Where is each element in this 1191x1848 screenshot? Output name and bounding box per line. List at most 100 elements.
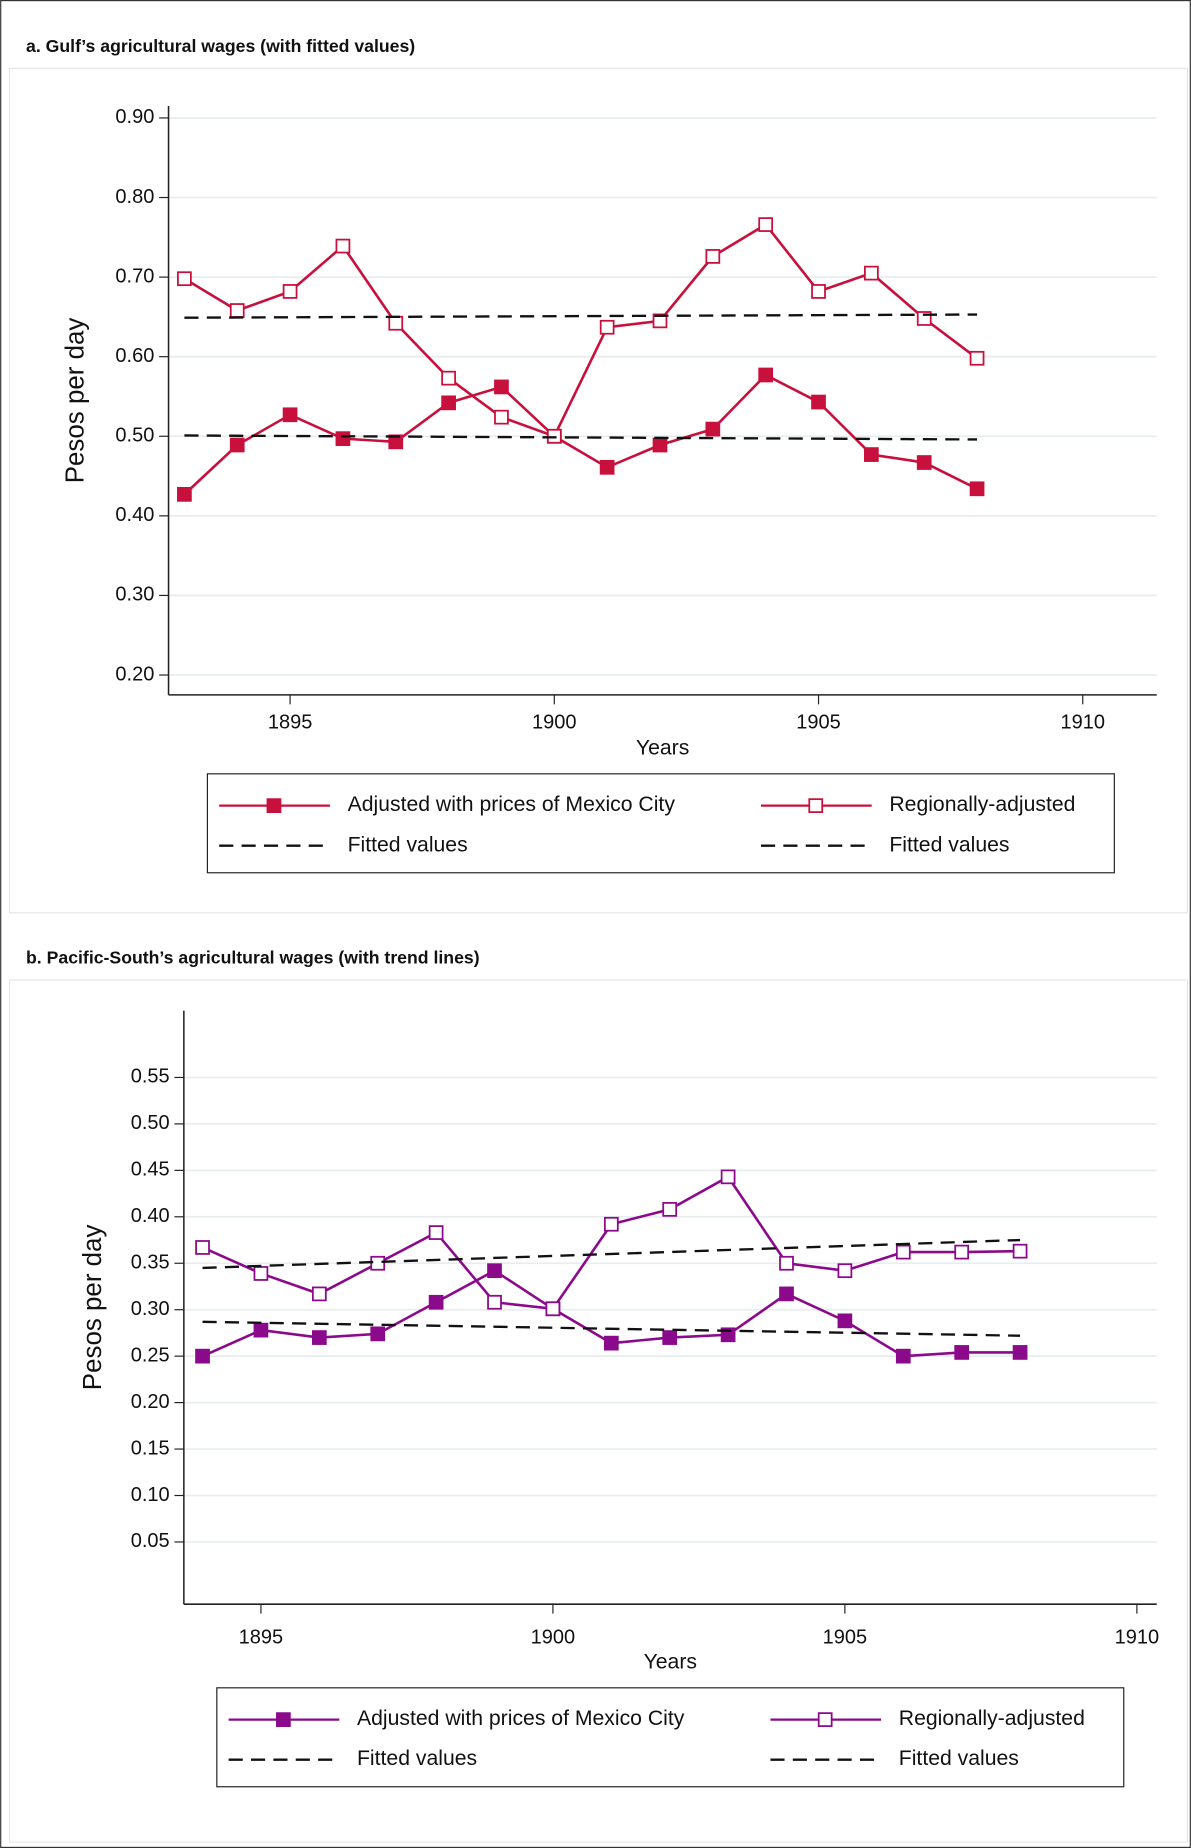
point-marker [662,1330,678,1345]
point-marker [599,319,615,335]
point-marker [603,1335,619,1351]
y-tick-label: 0.50 [131,1112,170,1134]
point-marker [652,437,668,453]
point-marker [916,455,932,470]
point-marker [954,1345,970,1360]
series-line [183,222,978,438]
point-marker [969,481,985,497]
series-line [183,373,978,496]
point-marker [282,407,298,423]
y-tick-label: 0.05 [131,1530,170,1552]
legend-box [216,1687,1125,1788]
y-tick-label: 0.50 [115,425,154,447]
point-marker [1012,1243,1028,1259]
point-marker [177,487,192,502]
panel-title: a. Gulf’s agricultural wages (with fitte… [26,36,415,56]
y-tick-label: 0.60 [115,345,154,367]
point-marker [494,379,509,395]
legend-marker [808,798,824,813]
y-tick-label: 0.35 [131,1252,170,1274]
x-tick-label: 1910 [1115,1627,1160,1649]
legend-marker [276,1712,291,1727]
point-marker [487,1263,502,1279]
y-tick-label: 0.40 [131,1205,170,1227]
point-marker [864,265,879,281]
series-line [202,1238,1021,1270]
legend-label: Fitted values [889,833,1009,856]
legend-label: Regionally-adjusted [899,1707,1085,1730]
point-marker [837,1263,853,1279]
point-marker [864,447,879,462]
legend-label: Adjusted with prices of Mexico City [348,793,676,816]
x-axis-label: Years [644,1651,697,1674]
series-line [202,1320,1021,1337]
y-tick-label: 0.90 [115,106,154,128]
y-tick-label: 0.20 [115,663,154,685]
series-line [184,313,978,319]
point-marker [603,1216,619,1232]
point-marker [388,315,404,331]
point-marker [758,367,774,383]
y-axis-label: Pesos per day [62,318,90,484]
point-marker [720,1169,736,1185]
point-marker [177,271,192,287]
y-tick-label: 0.40 [115,504,154,526]
point-marker [837,1313,853,1329]
x-tick-label: 1895 [239,1627,284,1649]
y-tick-label: 0.20 [131,1391,170,1413]
point-marker [428,1294,444,1310]
y-tick-label: 0.15 [131,1437,170,1459]
point-marker [487,1294,502,1310]
point-marker [494,409,509,425]
point-marker [779,1286,794,1302]
point-marker [370,1326,386,1342]
y-tick-label: 0.30 [131,1298,170,1320]
point-marker [253,1266,269,1281]
legend-marker [817,1712,833,1727]
point-marker [311,1286,327,1302]
x-tick-label: 1905 [823,1627,868,1649]
legend-label: Fitted values [357,1747,477,1770]
point-marker [441,395,456,411]
point-marker [895,1244,911,1260]
point-marker [545,1301,561,1317]
point-marker [652,313,668,329]
panel-title: b. Pacific-South’s agricultural wages (w… [26,947,480,967]
panel-b [8,979,1188,1843]
point-marker [229,437,245,453]
y-tick-label: 0.80 [115,186,154,208]
x-tick-label: 1895 [268,711,313,733]
point-marker [229,303,245,318]
y-tick-label: 0.70 [115,265,154,287]
point-marker [335,238,351,254]
point-marker [428,1225,444,1240]
point-marker [969,350,985,366]
panel-a [8,67,1188,914]
legend-box [206,773,1115,874]
point-marker [253,1322,269,1338]
point-marker [954,1244,970,1260]
y-tick-label: 0.30 [115,584,154,606]
y-tick-label: 0.10 [131,1484,170,1506]
legend-marker [266,798,282,813]
series-line [184,434,978,441]
point-marker [282,284,298,299]
point-marker [811,394,826,410]
point-marker [811,284,826,299]
x-tick-label: 1900 [531,1627,576,1649]
point-marker [705,249,721,264]
y-tick-label: 0.45 [131,1159,170,1181]
y-axis-label: Pesos per day [79,1225,107,1391]
x-tick-label: 1900 [532,711,577,733]
point-marker [779,1255,794,1271]
y-tick-label: 0.55 [131,1066,170,1088]
legend-label: Fitted values [899,1747,1019,1770]
point-marker [335,431,351,447]
point-marker [195,1348,210,1364]
point-marker [195,1240,210,1255]
point-marker [895,1348,911,1364]
x-tick-label: 1910 [1060,711,1105,733]
legend-label: Fitted values [348,833,468,856]
